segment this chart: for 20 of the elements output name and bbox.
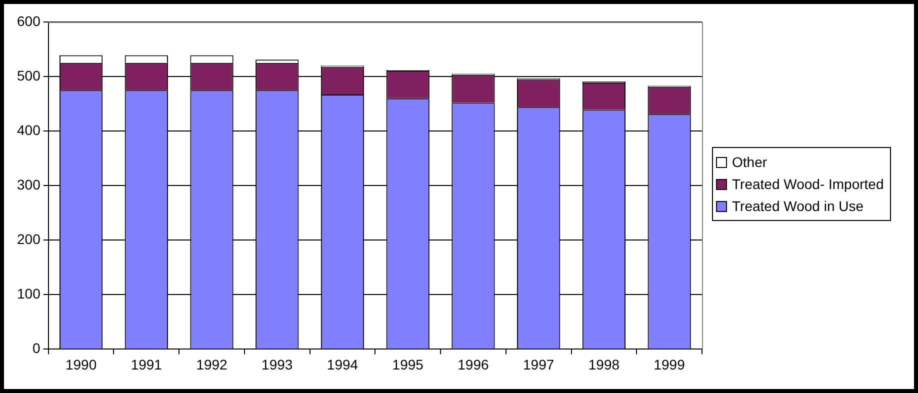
y-tick-label: 600 xyxy=(17,12,41,29)
x-tick-label: 1995 xyxy=(392,356,424,372)
y-tick-label: 400 xyxy=(17,122,41,138)
y-tick-label: 500 xyxy=(17,67,41,84)
y-tick-label: 300 xyxy=(17,176,41,192)
x-tick-label: 1999 xyxy=(654,356,686,372)
x-tick-label: 1996 xyxy=(458,356,490,372)
x-tick-label: 1998 xyxy=(588,356,620,372)
y-tick-label: 200 xyxy=(17,230,41,247)
x-tick-label: 1993 xyxy=(262,356,293,372)
x-tick-label: 1997 xyxy=(523,356,554,372)
x-tick-label: 1994 xyxy=(326,356,358,372)
y-tick-label: 100 xyxy=(17,286,41,302)
legend-label: Treated Wood- Imported xyxy=(732,176,884,192)
y-tick-label: 0 xyxy=(32,340,41,356)
x-tick-label: 1990 xyxy=(65,356,97,372)
x-tick-label: 1992 xyxy=(196,356,228,372)
text: Treated Wood in Use xyxy=(732,198,864,214)
x-tick-label: 1991 xyxy=(130,356,162,372)
legend-label: Other xyxy=(732,154,768,170)
